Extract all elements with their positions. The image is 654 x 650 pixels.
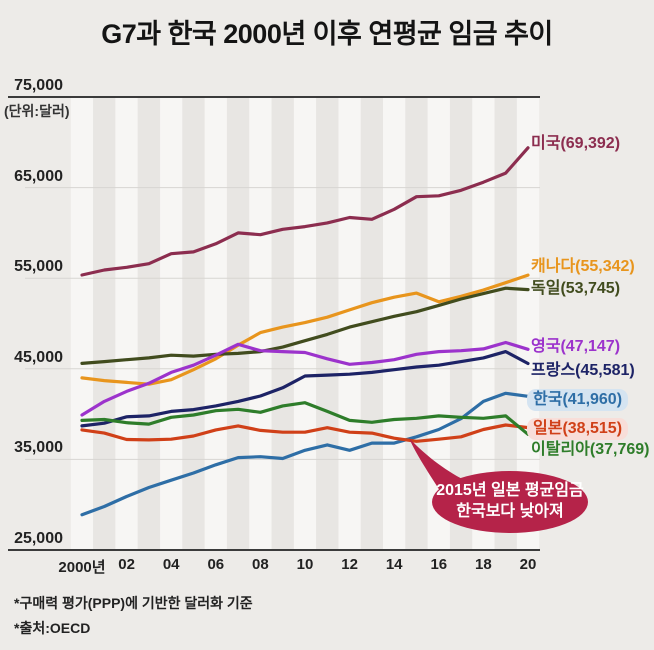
x-tick-label: 02 (118, 556, 135, 573)
year-stripe (405, 97, 428, 550)
year-stripe (338, 97, 361, 550)
x-tick-label: 12 (341, 556, 358, 573)
x-tick-label: 18 (475, 556, 492, 573)
y-tick-label: 35,000 (14, 439, 63, 457)
year-stripe (427, 97, 450, 550)
series-line-캐나다 (80, 273, 530, 386)
series-line-영국 (80, 340, 530, 417)
year-stripe (494, 97, 517, 550)
year-stripe (115, 97, 138, 550)
series-line-일본 (80, 423, 530, 443)
year-stripe (249, 97, 272, 550)
x-tick-label: 14 (385, 556, 403, 573)
chart-title: G7과 한국 2000년 이후 연평균 임금 추이 (101, 19, 553, 49)
series-label-캐나다: 캐나다(55,342) (531, 258, 635, 275)
series-label-프랑스: 프랑스(45,581) (531, 362, 635, 379)
footnote-ppp: *구매력 평가(PPP)에 기반한 달러화 기준 (14, 595, 253, 611)
year-stripe (271, 97, 294, 550)
x-tick-label: 16 (430, 556, 448, 573)
unit-label: (단위:달러) (4, 103, 70, 119)
year-stripe (226, 97, 250, 550)
x-tick-label: 04 (162, 556, 180, 573)
year-stripe (160, 97, 183, 550)
year-stripe (182, 97, 205, 550)
series-label-영국: 영국(47,147) (531, 338, 621, 355)
series-line-이탈리아 (80, 401, 530, 436)
series-label-미국: 미국(69,392) (531, 135, 621, 152)
year-stripe (93, 97, 116, 550)
annotation-ellipse (432, 471, 588, 533)
year-stripe (204, 97, 227, 550)
year-stripe (383, 97, 406, 550)
series-label-이탈리아: 이탈리아(37,769) (531, 441, 650, 458)
y-tick-label: 65,000 (14, 167, 63, 185)
y-tick-label: 25,000 (14, 530, 63, 547)
year-stripe (316, 97, 339, 550)
x-tick-label: 08 (252, 556, 269, 573)
series-line-한국 (80, 391, 530, 517)
x-tick-label: 10 (296, 556, 314, 573)
x-tick-label: 06 (207, 556, 225, 573)
year-stripe (70, 97, 94, 550)
year-stripe (137, 97, 161, 550)
y-tick-label: 45,000 (14, 348, 63, 366)
x-tick-label: 20 (519, 556, 537, 573)
series-line-프랑스 (80, 350, 530, 428)
series-label-독일: 독일(53,745) (531, 280, 621, 297)
series-line-미국 (80, 146, 530, 277)
series-line-독일 (80, 286, 530, 365)
footnote-source: *출처:OECD (14, 620, 91, 636)
year-stripe (472, 97, 495, 550)
y-tick-label: 75,000 (14, 77, 63, 94)
series-label-일본: 일본(38,515) (527, 418, 629, 440)
series-label-한국: 한국(41,960) (527, 389, 629, 411)
year-stripe (360, 97, 384, 550)
x-tick-label: 2000년 (58, 559, 106, 576)
y-tick-label: 55,000 (14, 258, 63, 276)
